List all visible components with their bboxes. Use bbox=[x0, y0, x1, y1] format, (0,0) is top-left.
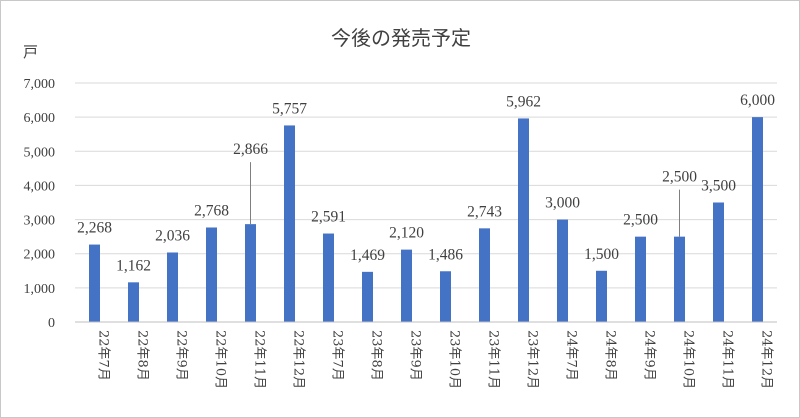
data-label: 3,500 bbox=[701, 178, 736, 195]
x-tick-label: 24年10月 bbox=[681, 330, 696, 389]
data-label: 2,120 bbox=[389, 225, 424, 242]
x-tick-label: 22年12月 bbox=[291, 330, 306, 389]
y-tick-label: 4,000 bbox=[24, 179, 56, 194]
y-axis-unit-label: 戸 bbox=[23, 43, 38, 61]
x-tick-label: 24年7月 bbox=[564, 330, 579, 381]
data-label: 3,000 bbox=[545, 195, 580, 212]
bar bbox=[323, 233, 334, 322]
data-label: 2,768 bbox=[194, 202, 229, 219]
bar bbox=[401, 249, 412, 322]
bar bbox=[635, 236, 646, 322]
x-tick-label: 23年9月 bbox=[408, 330, 423, 381]
data-label: 6,000 bbox=[740, 92, 775, 109]
data-label: 2,743 bbox=[467, 203, 502, 220]
bars bbox=[89, 117, 763, 323]
data-label: 1,469 bbox=[350, 247, 385, 264]
y-tick-label: 1,000 bbox=[24, 282, 56, 297]
bar bbox=[752, 117, 763, 323]
bar bbox=[674, 236, 685, 322]
x-tick-label: 22年9月 bbox=[174, 330, 189, 381]
data-label: 1,162 bbox=[116, 257, 151, 274]
bar bbox=[245, 224, 256, 322]
y-tick-label: 7,000 bbox=[24, 77, 56, 92]
bar bbox=[440, 271, 451, 322]
x-tick-label: 23年7月 bbox=[330, 330, 345, 381]
bar bbox=[518, 118, 529, 323]
data-label: 2,591 bbox=[311, 209, 346, 226]
data-label: 1,500 bbox=[584, 246, 619, 263]
bar bbox=[596, 270, 607, 322]
chart-title: 今後の発売予定 bbox=[331, 26, 471, 50]
x-tick-label: 23年8月 bbox=[369, 330, 384, 381]
data-label: 1,486 bbox=[428, 246, 463, 263]
bar bbox=[713, 202, 724, 322]
x-tick-label: 23年12月 bbox=[525, 330, 540, 389]
data-label: 2,500 bbox=[662, 169, 697, 186]
data-label: 2,866 bbox=[233, 141, 268, 158]
y-tick-label: 3,000 bbox=[24, 214, 56, 229]
bar bbox=[128, 282, 139, 322]
data-label: 5,962 bbox=[506, 93, 541, 110]
data-label: 2,268 bbox=[77, 220, 112, 237]
data-label: 5,757 bbox=[272, 100, 307, 117]
x-tick-label: 24年12月 bbox=[759, 330, 774, 389]
x-tick-label: 23年10月 bbox=[447, 330, 462, 389]
bar bbox=[167, 252, 178, 322]
y-axis-ticks: 0 1,000 2,000 3,000 4,000 5,000 6,000 7,000 bbox=[24, 77, 56, 331]
x-tick-label: 22年11月 bbox=[252, 330, 267, 389]
x-tick-label: 24年11月 bbox=[720, 330, 735, 389]
x-tick-label: 24年8月 bbox=[603, 330, 618, 381]
y-tick-label: 6,000 bbox=[24, 111, 56, 126]
y-tick-label: 2,000 bbox=[24, 248, 56, 263]
data-label: 2,500 bbox=[623, 212, 658, 229]
x-axis-ticks: 22年7月 22年8月 22年9月 22年10月 22年11月 22年12月 23年7月 23… bbox=[96, 330, 774, 389]
bar bbox=[557, 219, 568, 322]
bar bbox=[89, 244, 100, 322]
y-tick-label: 5,000 bbox=[24, 145, 56, 160]
bar bbox=[284, 125, 295, 322]
data-label: 2,036 bbox=[155, 227, 190, 244]
x-tick-label: 24年9月 bbox=[642, 330, 657, 381]
y-tick-label: 0 bbox=[48, 316, 55, 331]
bar bbox=[479, 228, 490, 322]
bar bbox=[206, 227, 217, 322]
x-tick-label: 22年10月 bbox=[213, 330, 228, 389]
x-tick-label: 22年8月 bbox=[135, 330, 150, 381]
gridlines bbox=[75, 82, 777, 289]
x-tick-label: 23年11月 bbox=[486, 330, 501, 389]
x-tick-label: 22年7月 bbox=[96, 330, 111, 381]
bar bbox=[362, 271, 373, 322]
